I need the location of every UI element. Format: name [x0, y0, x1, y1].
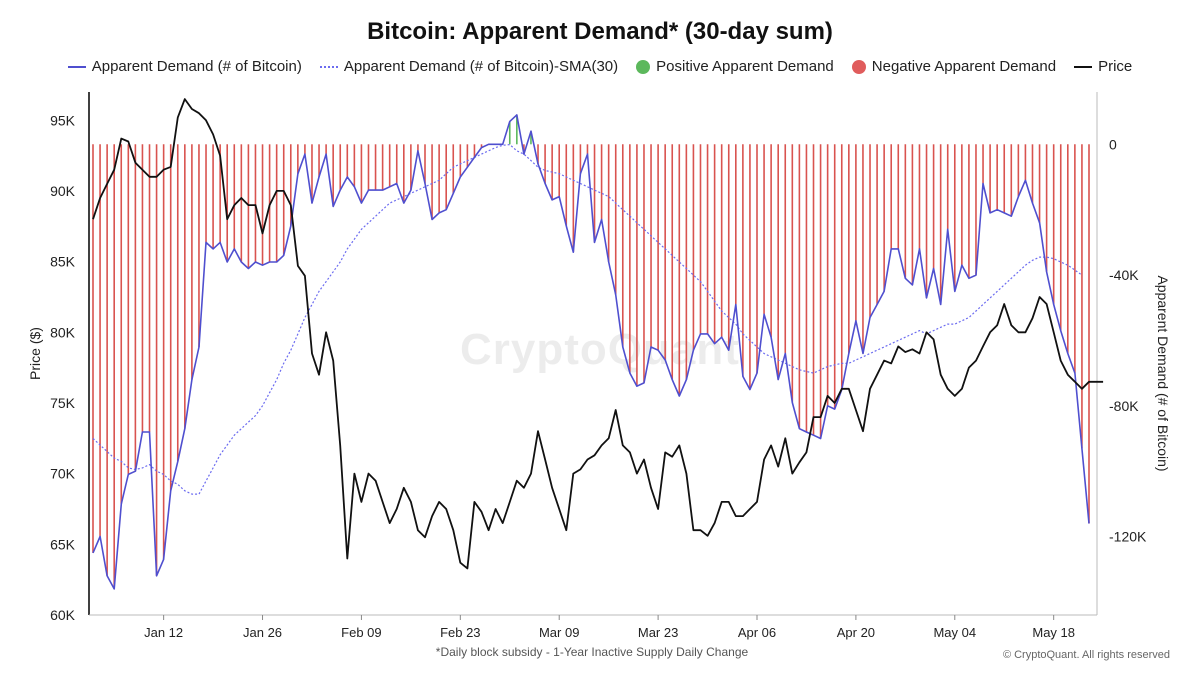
legend-item-negative[interactable]: Negative Apparent Demand	[851, 58, 1057, 75]
x-tick-label: Apr 20	[837, 625, 875, 640]
y-tick-label-left: 75K	[50, 395, 76, 411]
y-axis-title-left: Price ($)	[27, 327, 43, 380]
legend-label: Apparent Demand (# of Bitcoin)	[91, 58, 302, 75]
watermark-logo: CryptoQuant	[460, 325, 740, 374]
y-tick-label-left: 70K	[50, 466, 76, 482]
legend-item-price[interactable]: Price	[1074, 58, 1132, 75]
x-tick-label: Feb 09	[341, 625, 381, 640]
y-tick-label-left: 90K	[50, 183, 76, 199]
y-tick-label-left: 80K	[50, 324, 76, 340]
y-tick-label-left: 65K	[50, 536, 76, 552]
price-series-line	[92, 98, 1104, 570]
x-tick-label: Apr 06	[738, 625, 776, 640]
footnote: *Daily block subsidy - 1-Year Inactive S…	[435, 645, 749, 659]
apparent-demand-series-line	[92, 114, 1090, 590]
y-tick-label-left: 95K	[50, 112, 76, 128]
x-tick-label: Mar 23	[638, 625, 678, 640]
legend: Apparent Demand (# of Bitcoin) Apparent …	[0, 58, 1200, 75]
legend-label: Price	[1098, 58, 1133, 75]
x-tick-label: May 18	[1032, 625, 1075, 640]
x-tick-label: May 04	[933, 625, 976, 640]
legend-swatch-red-circle	[851, 59, 866, 74]
x-tick-label: Mar 09	[539, 625, 579, 640]
legend-label: Negative Apparent Demand	[871, 58, 1057, 75]
copyright: © CryptoQuant. All rights reserved	[1002, 649, 1170, 661]
legend-label: Apparent Demand (# of Bitcoin)-SMA(30)	[343, 58, 619, 75]
sma-series-line	[92, 144, 1083, 495]
y-tick-label-left: 60K	[50, 607, 76, 623]
legend-swatch-dotted-line	[319, 65, 338, 68]
y-tick-label-right: -80K	[1109, 398, 1139, 414]
x-tick-label: Jan 26	[243, 625, 282, 640]
legend-swatch-solid-line	[67, 65, 86, 68]
legend-swatch-black-line	[1074, 65, 1093, 68]
legend-item-positive[interactable]: Positive Apparent Demand	[636, 58, 834, 75]
y-tick-label-left: 85K	[50, 254, 76, 270]
y-tick-label-right: 0	[1109, 136, 1117, 152]
legend-item-sma[interactable]: Apparent Demand (# of Bitcoin)-SMA(30)	[319, 58, 619, 75]
x-tick-label: Jan 12	[144, 625, 183, 640]
y-tick-label-right: -40K	[1109, 267, 1139, 283]
chart-title: Bitcoin: Apparent Demand* (30-day sum)	[367, 18, 833, 45]
legend-label: Positive Apparent Demand	[656, 58, 834, 75]
x-tick-label: Feb 23	[440, 625, 480, 640]
y-axis-title-right: Apparent Demand (# of Bitcoin)	[1155, 275, 1171, 471]
legend-item-apparent-demand[interactable]: Apparent Demand (# of Bitcoin)	[67, 58, 302, 75]
y-tick-label-right: -120K	[1109, 529, 1147, 545]
legend-swatch-green-circle	[636, 59, 651, 74]
